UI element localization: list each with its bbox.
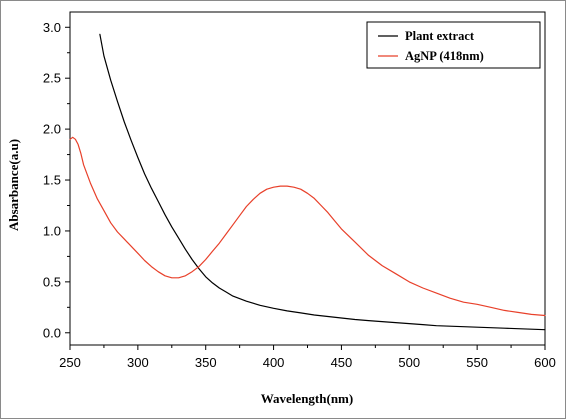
x-tick-label: 600 [534, 355, 556, 370]
x-tick-label: 550 [466, 355, 488, 370]
legend-label-agnp: AgNP (418nm) [405, 49, 484, 63]
series-line-plant-extract [99, 33, 546, 331]
x-axis-title: Wavelength(nm) [261, 391, 353, 406]
x-tick-label: 450 [331, 355, 353, 370]
series-layer [69, 33, 546, 331]
ticks-layer: 250 300 350 400 450 500 550 600 0.0 0.5 1.0 1.5 2.0 2… [43, 20, 556, 370]
x-tick-label: 350 [195, 355, 217, 370]
legend: Plant extract AgNP (418nm) [366, 21, 541, 69]
y-tick-label: 1.5 [43, 173, 61, 188]
x-tick-label: 500 [398, 355, 420, 370]
x-tick-label: 300 [127, 355, 149, 370]
y-tick-label: 1.0 [43, 223, 61, 238]
y-tick-label: 2.5 [43, 71, 61, 86]
series-line-agnp [69, 136, 546, 317]
x-tick-label: 400 [263, 355, 285, 370]
y-tick-label: 3.0 [43, 20, 61, 35]
y-tick-label: 0.5 [43, 274, 61, 289]
y-axis-title: Absarbance(a.u) [6, 139, 21, 231]
y-tick-label: 2.0 [43, 122, 61, 137]
y-tick-label: 0.0 [43, 325, 61, 340]
legend-label-plant-extract: Plant extract [405, 29, 475, 43]
x-tick-label: 250 [59, 355, 81, 370]
legend-box [366, 21, 541, 69]
